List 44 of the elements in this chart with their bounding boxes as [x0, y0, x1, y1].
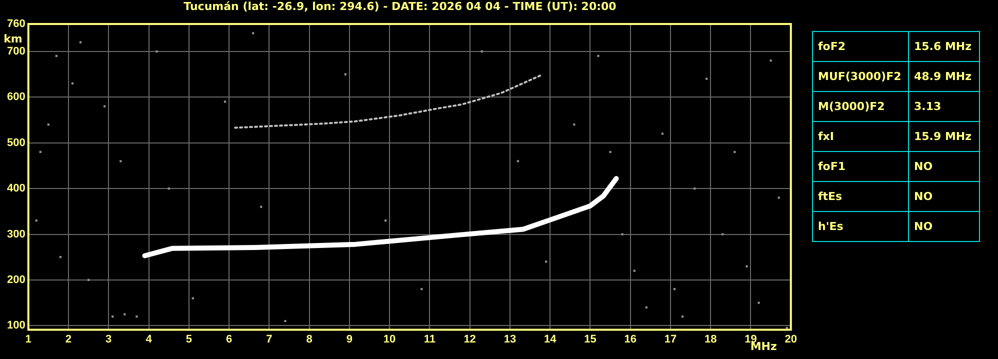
text: foF1 — [812, 152, 908, 182]
text: ftEs — [812, 182, 908, 212]
y-tick-label: 200 — [6, 274, 26, 286]
x-tick-label: 10 — [383, 333, 396, 346]
text: foF2 — [812, 32, 908, 62]
text: MUF(3000)F2 — [812, 62, 908, 92]
x-tick-label: 17 — [664, 333, 677, 346]
x-tick-label: 18 — [704, 333, 717, 346]
chart-title: Tucumán (lat: -26.9, lon: 294.6) - DATE: 2026 04 04 - TIME (UT): 20:00 — [182, 0, 618, 14]
x-tick-label: 14 — [544, 333, 558, 346]
x-tick-label: 7 — [266, 333, 272, 346]
y-tick-label: 600 — [6, 91, 26, 104]
text: M(3000)F2 — [812, 92, 908, 122]
x-tick-label: 2 — [65, 333, 72, 346]
x-tick-label: 3 — [106, 333, 112, 346]
text: 15.9 MHz — [908, 122, 980, 152]
text: NO — [908, 182, 980, 212]
text: 3.13 — [908, 92, 980, 122]
y-tick-label: 100 — [6, 320, 26, 332]
y-tick-label: 400 — [6, 182, 26, 195]
x-tick-label: 11 — [424, 333, 436, 346]
text: h'Es — [812, 212, 908, 242]
text: 15.6 MHz — [908, 32, 980, 62]
x-tick-label: 16 — [624, 333, 636, 346]
x-tick-label: 5 — [186, 333, 192, 346]
x-tick-label: 13 — [504, 333, 516, 346]
y-tick-label: 760 — [6, 18, 26, 30]
x-tick-label: 20 — [784, 333, 798, 346]
x-tick-label: 12 — [464, 333, 476, 346]
text: NO — [908, 152, 980, 182]
text: NO — [908, 212, 980, 242]
line-series — [234, 74, 542, 129]
x-tick-label: 8 — [306, 333, 312, 346]
x-tick-label: 4 — [146, 333, 153, 346]
x-tick-label: 15 — [584, 333, 596, 346]
y-tick-label: 700 — [6, 45, 26, 58]
text: fxI — [812, 122, 908, 152]
y-axis-title: km — [4, 32, 22, 46]
x-tick-label: 1 — [25, 333, 32, 346]
x-tick-label: 9 — [346, 333, 352, 346]
y-tick-label: 300 — [6, 228, 26, 240]
text: 48.9 MHz — [908, 62, 980, 92]
y-tick-label: 500 — [6, 136, 26, 149]
x-tick-label: 6 — [226, 333, 232, 346]
